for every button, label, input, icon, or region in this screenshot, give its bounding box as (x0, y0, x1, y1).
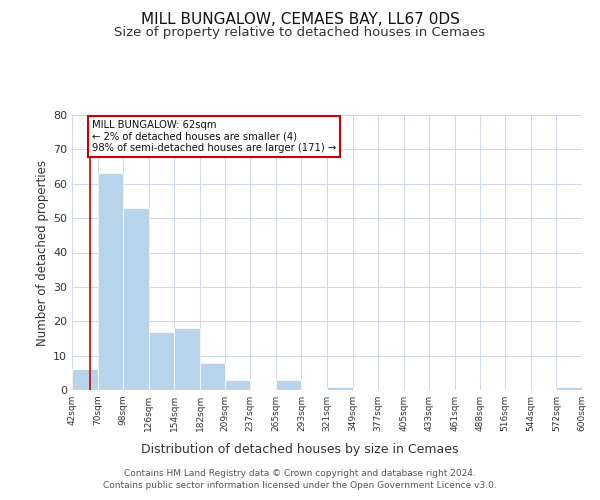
Bar (224, 380, 250, 390)
Text: Size of property relative to detached houses in Cemaes: Size of property relative to detached ho… (115, 26, 485, 39)
Bar (98, 174, 123, 390)
Text: Distribution of detached houses by size in Cemaes: Distribution of detached houses by size … (141, 442, 459, 456)
Y-axis label: Number of detached properties: Number of detached properties (36, 160, 49, 346)
Bar (123, 208, 149, 390)
Bar (175, 328, 200, 390)
Bar (327, 386, 353, 390)
Bar (72, 370, 98, 390)
Text: Contains public sector information licensed under the Open Government Licence v3: Contains public sector information licen… (103, 481, 497, 490)
Bar (200, 362, 224, 390)
Text: Contains HM Land Registry data © Crown copyright and database right 2024.: Contains HM Land Registry data © Crown c… (124, 469, 476, 478)
Bar (556, 386, 582, 390)
Text: MILL BUNGALOW: 62sqm
← 2% of detached houses are smaller (4)
98% of semi-detache: MILL BUNGALOW: 62sqm ← 2% of detached ho… (92, 120, 337, 154)
Text: MILL BUNGALOW, CEMAES BAY, LL67 0DS: MILL BUNGALOW, CEMAES BAY, LL67 0DS (140, 12, 460, 28)
Bar (276, 380, 301, 390)
Bar (149, 332, 175, 390)
